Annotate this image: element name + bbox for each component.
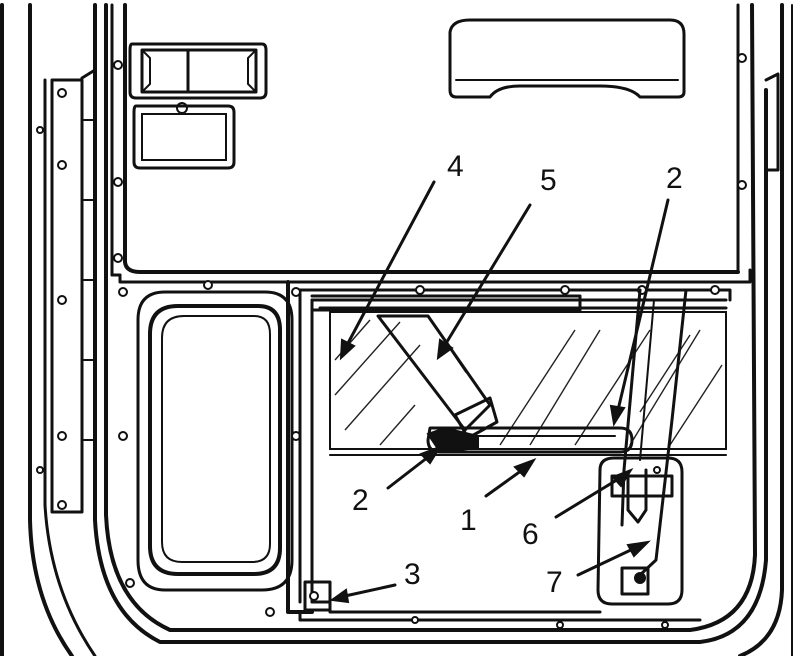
window-glass: [329, 311, 727, 456]
callout-2-top: 2: [666, 162, 683, 195]
lower-left-opening: [118, 280, 301, 617]
hinge-strip: [36, 68, 97, 514]
lock-recess: [132, 104, 236, 170]
regulator-arm: [376, 314, 499, 440]
bracket-3: [303, 580, 332, 612]
callout-5: 5: [540, 164, 557, 197]
guide-channel: [596, 288, 688, 606]
callout-2-left: 2: [352, 484, 369, 517]
callout-1: 1: [460, 504, 477, 537]
callout-4: 4: [447, 150, 464, 183]
callout-labels: 4 5 2 2 1 6 7 3: [352, 150, 683, 599]
window-top-rail: [310, 294, 582, 312]
upper-inner-panel: [110, 3, 752, 284]
arm-rest: [448, 18, 686, 99]
callout-3: 3: [404, 558, 421, 591]
callout-7: 7: [546, 566, 563, 599]
door-frame: [0, 3, 793, 656]
regulator-frame: [286, 280, 732, 629]
leader-lines: [329, 180, 670, 604]
door-handle-recess: [128, 42, 268, 114]
callout-6: 6: [522, 518, 539, 551]
